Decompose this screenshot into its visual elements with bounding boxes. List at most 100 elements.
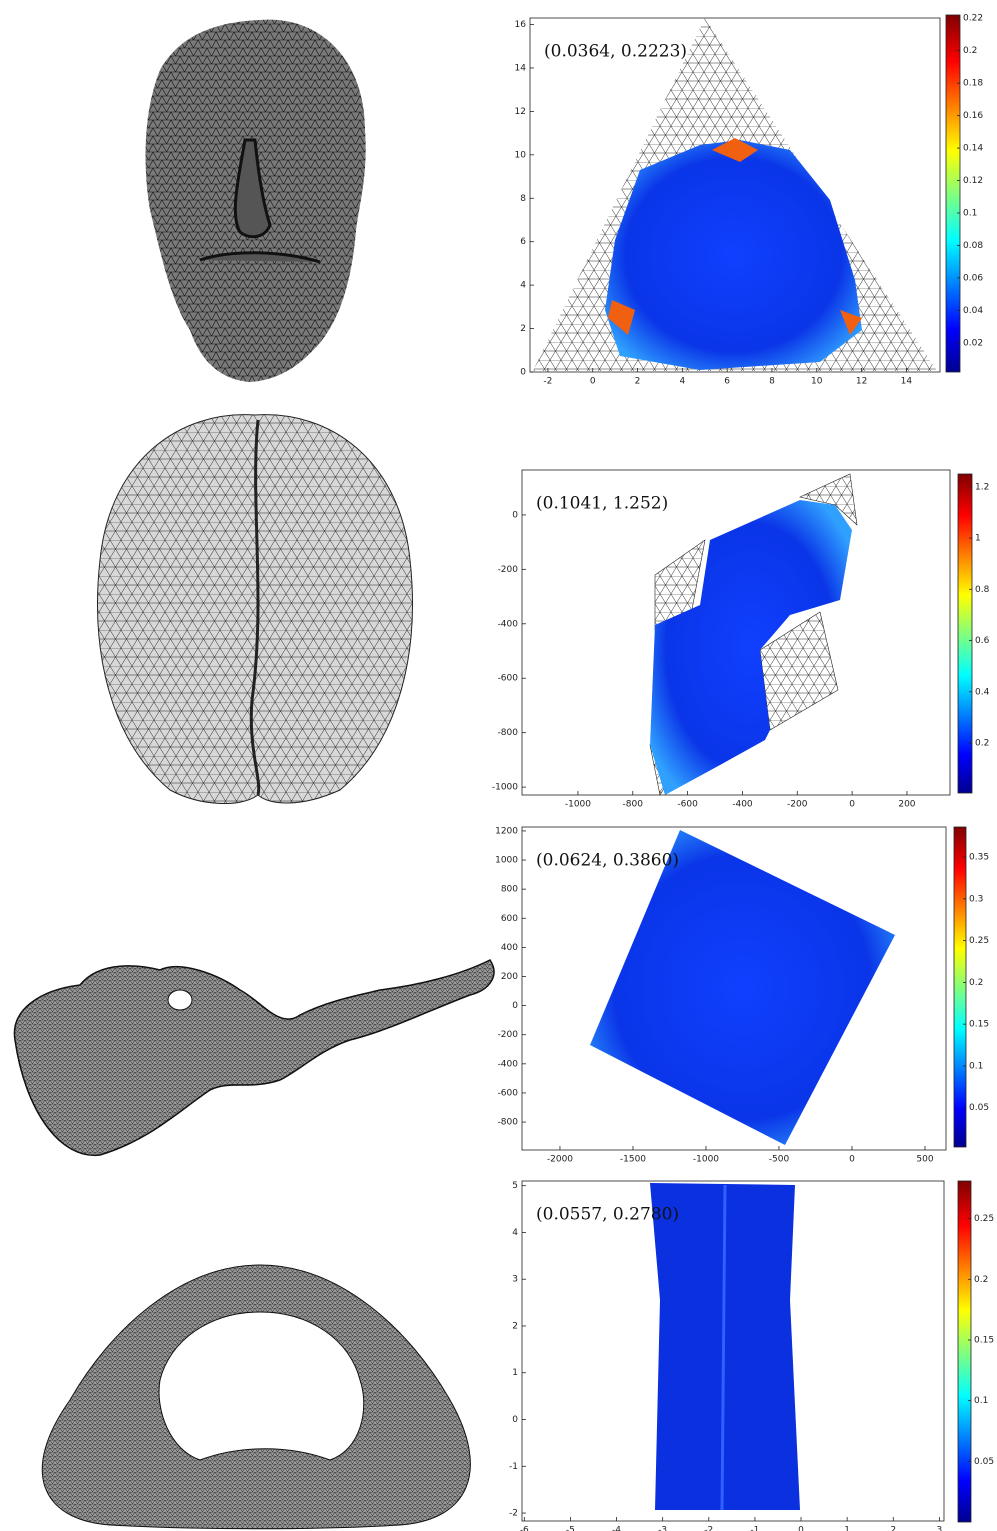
x-tick-label: -1	[750, 1526, 759, 1531]
x-tick-label: -5	[566, 1526, 575, 1531]
y-tick-label: -1000	[492, 783, 518, 793]
y-tick-label: 3	[512, 1275, 518, 1285]
colorbar-tick-label: 0.3	[969, 894, 983, 904]
axes-frame	[529, 17, 941, 373]
y-tick-label: 10	[515, 150, 527, 160]
hot-spots	[608, 138, 862, 335]
plot-1-content	[533, 18, 937, 371]
colorbar-tick-label: 0.02	[963, 338, 983, 348]
colorbar-tick-label: 0.2	[975, 739, 989, 749]
x-tick-label: -3	[658, 1526, 667, 1531]
x-tick-label: -2	[704, 1526, 713, 1531]
y-tick-label: -800	[498, 728, 519, 738]
colorbar-tick-label: 0.35	[969, 853, 989, 863]
colorbar-tick-label: 0.15	[974, 1335, 994, 1345]
colorbar-tick-label: 0.18	[963, 79, 983, 89]
y-tick-label: 200	[501, 972, 518, 982]
x-tick-label: -1000	[693, 1155, 719, 1165]
y-tick-label: 5	[512, 1181, 518, 1191]
brain-wire	[97, 414, 413, 804]
y-tick-label: 0	[512, 1415, 518, 1425]
colorbar	[957, 473, 973, 794]
brain-mesh	[97, 414, 413, 804]
x-tick-label: -2000	[547, 1155, 573, 1165]
colorbar-tick-label: 0.2	[963, 46, 977, 56]
annotation: (0.0624, 0.3860)	[536, 851, 679, 871]
x-tick-label: 0	[590, 377, 596, 387]
x-tick-label: 0	[849, 1155, 855, 1165]
y-tick-label: 2	[520, 324, 526, 334]
y-tick-label: -2	[509, 1509, 518, 1519]
seam	[720, 1184, 727, 1511]
colorbar-tick-label: 0.25	[969, 936, 989, 946]
x-tick-label: 1	[844, 1526, 850, 1531]
molecule-hole	[167, 989, 193, 1011]
y-tick-label: 1200	[495, 826, 518, 836]
x-tick-label: -600	[677, 800, 698, 810]
colorbar-tick-label: 0.2	[969, 978, 983, 988]
colorbar-tick-label: 0.2	[974, 1275, 988, 1285]
brain-fissure	[249, 419, 261, 796]
x-tick-label: 4	[679, 377, 685, 387]
molecule-mesh	[13, 959, 495, 1156]
y-tick-label: 1	[512, 1368, 518, 1378]
y-tick-label: -800	[498, 1118, 519, 1128]
x-tick-label: 10	[811, 377, 823, 387]
colorbar-tick-label: 0.6	[975, 636, 990, 646]
x-tick-label: 6	[724, 377, 730, 387]
error-region	[650, 500, 852, 795]
annotation: (0.0364, 0.2223)	[544, 42, 687, 62]
x-tick-label: 14	[901, 377, 913, 387]
x-tick-label: -500	[769, 1155, 790, 1165]
x-tick-label: 12	[856, 377, 867, 387]
x-tick-label: 8	[769, 377, 775, 387]
colorbar	[957, 1180, 972, 1523]
y-tick-label: 12	[515, 107, 526, 117]
colorbar-tick-label: 0.05	[969, 1103, 989, 1113]
error-region	[605, 140, 862, 370]
axes-frame	[521, 469, 951, 796]
y-tick-label: -200	[498, 565, 519, 575]
y-tick-label: 16	[515, 20, 527, 30]
y-tick-label: 14	[515, 63, 527, 73]
head-features	[199, 138, 321, 264]
colorbar-tick-label: 0.1	[963, 208, 977, 218]
y-tick-label: 0	[512, 510, 518, 520]
y-tick-label: 8	[520, 194, 526, 204]
colorbar-tick-label: 0.14	[963, 144, 983, 154]
torus-shape	[41, 1264, 471, 1530]
x-tick-label: -6	[520, 1526, 529, 1531]
colorbar-tick-label: 1	[975, 534, 981, 544]
x-tick-label: 200	[898, 800, 915, 810]
head-mesh	[145, 19, 366, 382]
x-tick-label: -200	[787, 800, 808, 810]
y-tick-label: -200	[498, 1030, 519, 1040]
y-tick-label: -600	[498, 674, 519, 684]
y-tick-label: 600	[501, 914, 518, 924]
y-tick-label: -400	[498, 619, 519, 629]
colorbar-tick-label: 0.15	[969, 1020, 989, 1030]
colorbar-tick-label: 0.1	[974, 1396, 988, 1406]
plot-2-content	[649, 473, 858, 796]
y-tick-label: 4	[520, 281, 526, 291]
colorbar-tick-label: 0.08	[963, 241, 983, 251]
y-tick-label: 1000	[495, 856, 518, 866]
y-tick-label: 0	[512, 1001, 518, 1011]
colorbar-tick-label: 0.06	[963, 273, 983, 283]
x-tick-label: 500	[916, 1155, 933, 1165]
y-tick-label: -400	[498, 1059, 519, 1069]
x-tick-label: 2	[635, 377, 641, 387]
axes-frame	[521, 1180, 945, 1522]
axes-frame	[521, 826, 947, 1151]
x-tick-label: -800	[623, 800, 644, 810]
colorbar-tick-label: 0.04	[963, 306, 983, 316]
colorbar-tick-label: 0.05	[974, 1457, 994, 1467]
x-tick-label: -1000	[565, 800, 591, 810]
y-tick-label: 0	[520, 368, 526, 378]
plot-4-content	[650, 1183, 800, 1511]
colorbar-tick-label: 0.12	[963, 176, 983, 186]
x-tick-label: 2	[890, 1526, 896, 1531]
colorbar	[945, 14, 961, 373]
